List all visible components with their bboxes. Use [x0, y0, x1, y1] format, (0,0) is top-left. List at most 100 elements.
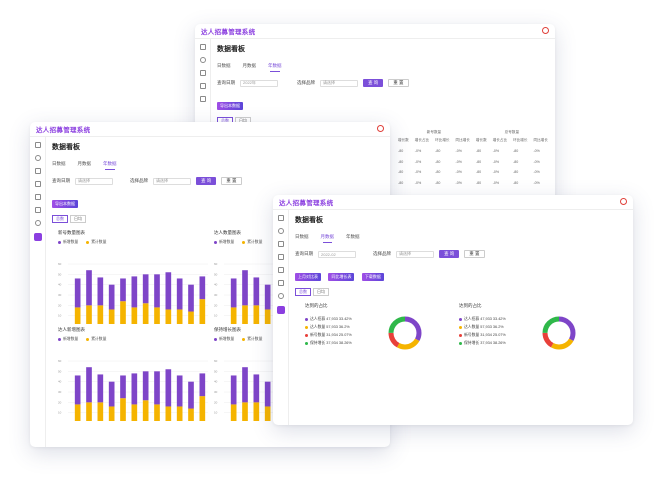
y-tick-label: 10 — [214, 314, 218, 318]
chart-title: 达到的占比 — [459, 303, 482, 308]
bar-chart: 达人新增图表新增数量累计数量0102030405060JanFebMarAprM… — [58, 327, 208, 422]
bar-cumulative — [242, 305, 248, 324]
bar-cumulative — [230, 404, 237, 421]
chart-title: 新号数量图表 — [58, 230, 85, 235]
chart-title: 保持增长图表 — [214, 327, 241, 332]
tab-year[interactable]: 年数据 — [103, 161, 117, 170]
donut-slice — [388, 316, 422, 350]
file-icon[interactable] — [34, 207, 41, 213]
table-cell: -0% — [492, 149, 500, 153]
bar-new — [108, 381, 115, 407]
download-button[interactable]: 下载数据 — [361, 273, 384, 281]
table-icon[interactable] — [199, 96, 206, 102]
seg-avg[interactable]: 日均 — [70, 215, 86, 223]
bar-new — [74, 278, 81, 308]
y-tick-label: 40 — [214, 283, 218, 287]
clock-icon[interactable] — [199, 57, 206, 63]
plus-icon[interactable] — [34, 168, 41, 174]
bar-cumulative — [199, 396, 206, 421]
bar-new — [242, 270, 248, 306]
dashboard-icon[interactable] — [276, 306, 285, 314]
legend-item: 累计数量 — [242, 337, 262, 342]
query-button[interactable]: 查 询 — [196, 177, 217, 185]
bar-cumulative — [131, 404, 138, 421]
table-cell: -0% — [492, 180, 500, 185]
bar-cumulative — [74, 307, 81, 324]
date-select[interactable]: 2022-02 — [318, 250, 356, 258]
tab-month[interactable]: 月数据 — [242, 63, 257, 68]
legend-item: 达人数量 57,933 36.2% — [305, 323, 455, 331]
list-icon[interactable] — [34, 181, 41, 187]
user-icon[interactable] — [542, 27, 549, 34]
table-row: -80 -0% -80 -0% -80 -0% -80 -0% — [395, 165, 551, 176]
data-table: 新号数量 总号数量 增长数 增长占比 环比增长 同比增长 增长数 增长占比 环比增长 同比增长 -8… — [395, 128, 551, 186]
reset-button[interactable]: 重 置 — [388, 79, 409, 87]
table-icon[interactable] — [34, 194, 41, 200]
file-icon[interactable] — [277, 280, 284, 286]
date-select[interactable]: 请选择 — [75, 177, 113, 185]
chart-title: 达到的占比 — [305, 303, 328, 308]
y-tick-label: 30 — [58, 390, 62, 394]
table-cell: -0% — [533, 149, 540, 153]
dashboard-icon[interactable] — [33, 233, 42, 241]
bar-cumulative — [230, 307, 237, 324]
bar-cumulative — [108, 309, 115, 324]
platform-select[interactable]: 请选择 — [396, 250, 434, 258]
user-icon[interactable] — [377, 125, 384, 132]
bar-new — [120, 278, 126, 302]
window-monthly: 达人招募管理系统 数据看板 日数据 月数据 年数据 查询日期 2022-02 选… — [273, 195, 633, 425]
seg-total[interactable]: 总数 — [295, 288, 311, 296]
list-icon[interactable] — [277, 254, 284, 260]
table-cell: -0% — [414, 159, 422, 164]
bar-cumulative — [74, 404, 81, 421]
query-button[interactable]: 查 询 — [439, 250, 460, 258]
tab-year[interactable]: 年数据 — [268, 63, 282, 72]
compare-button[interactable]: 上月对比表 — [295, 273, 321, 281]
doc-icon[interactable] — [277, 215, 284, 221]
clock-icon[interactable] — [277, 228, 284, 234]
table-cell: -0% — [533, 159, 540, 164]
seg-avg[interactable]: 日均 — [313, 288, 329, 296]
clock-icon[interactable] — [34, 155, 41, 161]
bar-cumulative — [120, 398, 126, 421]
table-cell: -80 — [513, 180, 519, 185]
location-icon[interactable] — [277, 293, 284, 299]
plus-icon[interactable] — [199, 70, 206, 76]
tab-day[interactable]: 日数据 — [217, 63, 231, 68]
table-icon[interactable] — [277, 267, 284, 273]
y-tick-label: 60 — [58, 262, 62, 266]
tab-month[interactable]: 月数据 — [321, 234, 334, 243]
table-cell: -80 — [435, 149, 441, 153]
growth-button[interactable]: 同比增长表 — [328, 273, 355, 281]
export-button[interactable]: 导出本数据 — [217, 102, 243, 110]
tab-day[interactable]: 日数据 — [52, 161, 66, 166]
doc-icon[interactable] — [199, 44, 206, 50]
export-button[interactable]: 导出本数据 — [52, 200, 78, 208]
reset-button[interactable]: 重 置 — [464, 250, 485, 258]
table-cell: -0% — [492, 170, 500, 174]
user-icon[interactable] — [620, 198, 627, 205]
tab-month[interactable]: 月数据 — [77, 161, 92, 166]
platform-select[interactable]: 请选择 — [153, 177, 191, 185]
legend-item: 达人招募 47,933 33.42% — [305, 315, 455, 323]
reset-button[interactable]: 重 置 — [221, 177, 242, 185]
y-tick-label: 10 — [58, 314, 62, 318]
bar-new — [199, 373, 206, 397]
tab-year[interactable]: 年数据 — [346, 234, 360, 239]
legend-item: 达人数量 57,933 36.2% — [459, 323, 609, 331]
plus-icon[interactable] — [277, 241, 284, 247]
query-button[interactable]: 查 询 — [363, 79, 384, 87]
seg-total[interactable]: 总数 — [52, 215, 68, 223]
bar-new — [154, 274, 160, 308]
tab-day[interactable]: 日数据 — [295, 234, 309, 239]
platform-select[interactable]: 请选择 — [320, 79, 358, 87]
list-icon[interactable] — [199, 83, 206, 89]
donut-chart: 达到的占比达人招募 47,933 33.42% 达人数量 57,933 36.2%… — [305, 303, 455, 373]
bar-new — [74, 375, 81, 405]
bar-cumulative — [97, 402, 104, 421]
y-tick-label: 20 — [58, 400, 62, 404]
bar-cumulative — [253, 305, 260, 324]
location-icon[interactable] — [34, 220, 41, 226]
date-select[interactable]: 2022年 — [240, 79, 278, 87]
doc-icon[interactable] — [34, 142, 41, 148]
